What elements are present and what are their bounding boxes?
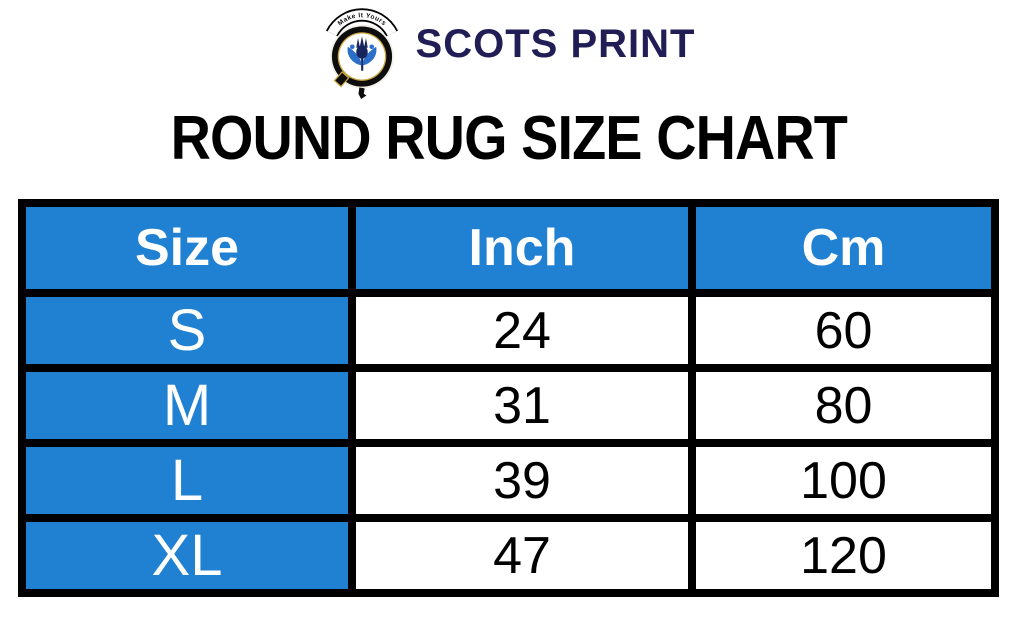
size-label: M — [18, 364, 356, 447]
table-row: XL 47 120 — [18, 514, 999, 597]
size-label: S — [18, 289, 356, 372]
table-row: L 39 100 — [18, 439, 999, 522]
table-row: M 31 80 — [18, 364, 999, 447]
column-header-inch: Inch — [348, 199, 696, 297]
belt-buckle-icon — [333, 70, 350, 87]
belt-tail-icon — [358, 87, 366, 99]
cm-value: 80 — [688, 364, 999, 447]
thistle-icon — [347, 35, 377, 71]
column-header-size: Size — [18, 199, 356, 297]
size-chart-table: Size Inch Cm S 24 60 M 31 80 L 39 100 XL… — [18, 199, 999, 597]
size-label: XL — [18, 514, 356, 597]
inch-value: 24 — [348, 289, 696, 372]
cm-value: 120 — [688, 514, 999, 597]
size-label: L — [18, 439, 356, 522]
inch-value: 39 — [348, 439, 696, 522]
inch-value: 47 — [348, 514, 696, 597]
cm-value: 100 — [688, 439, 999, 522]
inch-value: 31 — [348, 364, 696, 447]
table-row: S 24 60 — [18, 289, 999, 372]
column-header-cm: Cm — [688, 199, 999, 297]
cm-value: 60 — [688, 289, 999, 372]
brand-logo: Make It Yours SCOTS PRINT — [0, 0, 1017, 99]
brand-wordmark: SCOTS PRINT — [415, 22, 696, 66]
page-title: ROUND RUG SIZE CHART — [170, 104, 847, 173]
table-header-row: Size Inch Cm — [18, 199, 999, 297]
clan-crest-icon: Make It Yours — [325, 7, 398, 99]
